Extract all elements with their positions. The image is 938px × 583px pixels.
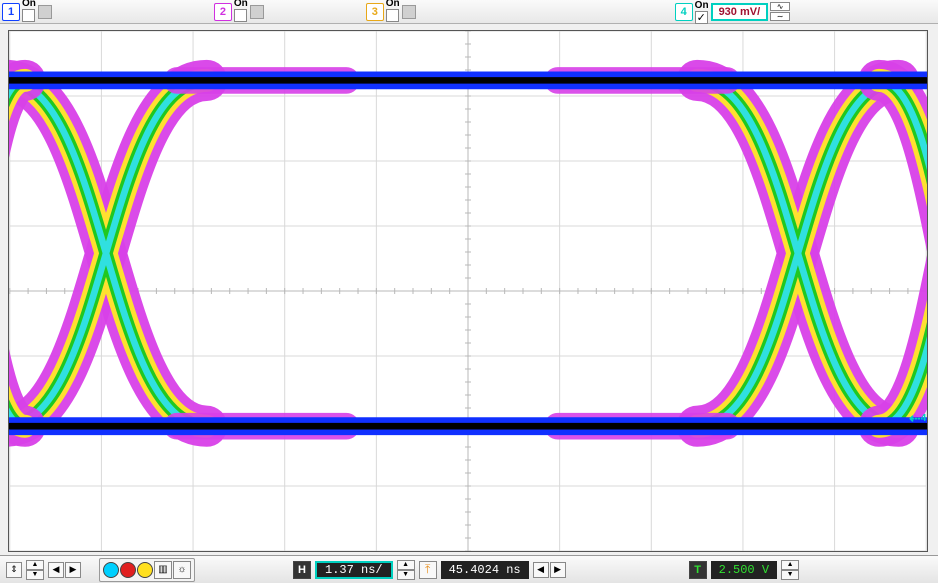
trigger-badge[interactable]: T bbox=[689, 561, 707, 579]
channel-4-state: On bbox=[695, 0, 709, 11]
channel-3-coupling-icon[interactable] bbox=[402, 5, 416, 19]
channel-2-state: On bbox=[234, 0, 248, 9]
channel-1-state: On bbox=[22, 0, 36, 9]
ground-marker-ch4: 4 bbox=[909, 409, 931, 427]
channel-2-block[interactable]: 2 On bbox=[214, 0, 264, 25]
color-palette: ▥ ☼ bbox=[99, 558, 195, 582]
channel-2-badge[interactable]: 2 bbox=[214, 3, 232, 21]
trig-down-btn[interactable]: ▼ bbox=[781, 570, 799, 580]
timebase-badge[interactable]: H bbox=[293, 561, 311, 579]
ac-coupling-icon[interactable]: ∿ bbox=[770, 2, 790, 11]
pos-left-btn[interactable]: ◀ bbox=[533, 562, 549, 578]
channel-toolbar: 1 On 2 On 3 On 4 On ✓ 930 mV/ ∿ ∼ bbox=[0, 0, 938, 24]
eye-diagram-svg bbox=[9, 31, 927, 551]
trigger-level-readout[interactable]: 2.500 V bbox=[711, 561, 777, 579]
bottom-toolbar: ⇕ ▲ ▼ ◀ ▶ ▥ ☼ H 1.37 ns/ ▲ ▼ ⤒ 45.4024 n… bbox=[0, 555, 938, 583]
palette-swatch-1[interactable] bbox=[103, 562, 119, 578]
timebase-scale-readout[interactable]: 1.37 ns/ bbox=[315, 561, 393, 579]
nav-up-button[interactable]: ⇕ bbox=[6, 562, 22, 578]
channel-3-state: On bbox=[386, 0, 400, 9]
timebase-position-readout[interactable]: 45.4024 ns bbox=[441, 561, 529, 579]
channel-2-coupling-icon[interactable] bbox=[250, 5, 264, 19]
dc-coupling-icon[interactable]: ∼ bbox=[770, 12, 790, 21]
position-spinner[interactable]: ◀ ▶ bbox=[533, 562, 566, 578]
trigger-spinner[interactable]: ▲ ▼ bbox=[781, 560, 799, 580]
channel-4-block[interactable]: 4 On ✓ bbox=[675, 0, 709, 24]
timebase-spinner[interactable]: ▲ ▼ bbox=[397, 560, 415, 580]
brightness-btn[interactable]: ☼ bbox=[173, 561, 191, 579]
horiz-spinner[interactable]: ◀ ▶ bbox=[48, 562, 81, 578]
channel-1-badge[interactable]: 1 bbox=[2, 3, 20, 21]
vert-spinner[interactable]: ▲ ▼ bbox=[26, 560, 44, 580]
palette-swatch-3[interactable] bbox=[137, 562, 153, 578]
palette-menu-btn[interactable]: ▥ bbox=[154, 561, 172, 579]
channel-2-checkbox[interactable] bbox=[234, 9, 247, 22]
channel-4-badge[interactable]: 4 bbox=[675, 3, 693, 21]
palette-swatch-2[interactable] bbox=[120, 562, 136, 578]
channel-1-coupling-icon[interactable] bbox=[38, 5, 52, 19]
pos-right-btn[interactable]: ▶ bbox=[550, 562, 566, 578]
trig-up-btn[interactable]: ▲ bbox=[781, 560, 799, 570]
channel-1-block[interactable]: 1 On bbox=[2, 0, 52, 25]
vert-up-btn[interactable]: ▲ bbox=[26, 560, 44, 570]
horiz-right-btn[interactable]: ▶ bbox=[65, 562, 81, 578]
timebase-up-btn[interactable]: ▲ bbox=[397, 560, 415, 570]
horiz-left-btn[interactable]: ◀ bbox=[48, 562, 64, 578]
channel-3-checkbox[interactable] bbox=[386, 9, 399, 22]
coupling-icons: ∿ ∼ bbox=[770, 2, 790, 21]
channel-4-scale-value[interactable]: 930 mV/ bbox=[711, 3, 769, 21]
channel-3-block[interactable]: 3 On bbox=[366, 0, 416, 25]
trigger-edge-icon[interactable]: ⤒ bbox=[419, 561, 437, 579]
timebase-down-btn[interactable]: ▼ bbox=[397, 570, 415, 580]
channel-1-checkbox[interactable] bbox=[22, 9, 35, 22]
channel-4-checkbox[interactable]: ✓ bbox=[695, 11, 708, 24]
vert-down-btn[interactable]: ▼ bbox=[26, 570, 44, 580]
waveform-display[interactable]: 4 bbox=[8, 30, 928, 552]
channel-3-badge[interactable]: 3 bbox=[366, 3, 384, 21]
